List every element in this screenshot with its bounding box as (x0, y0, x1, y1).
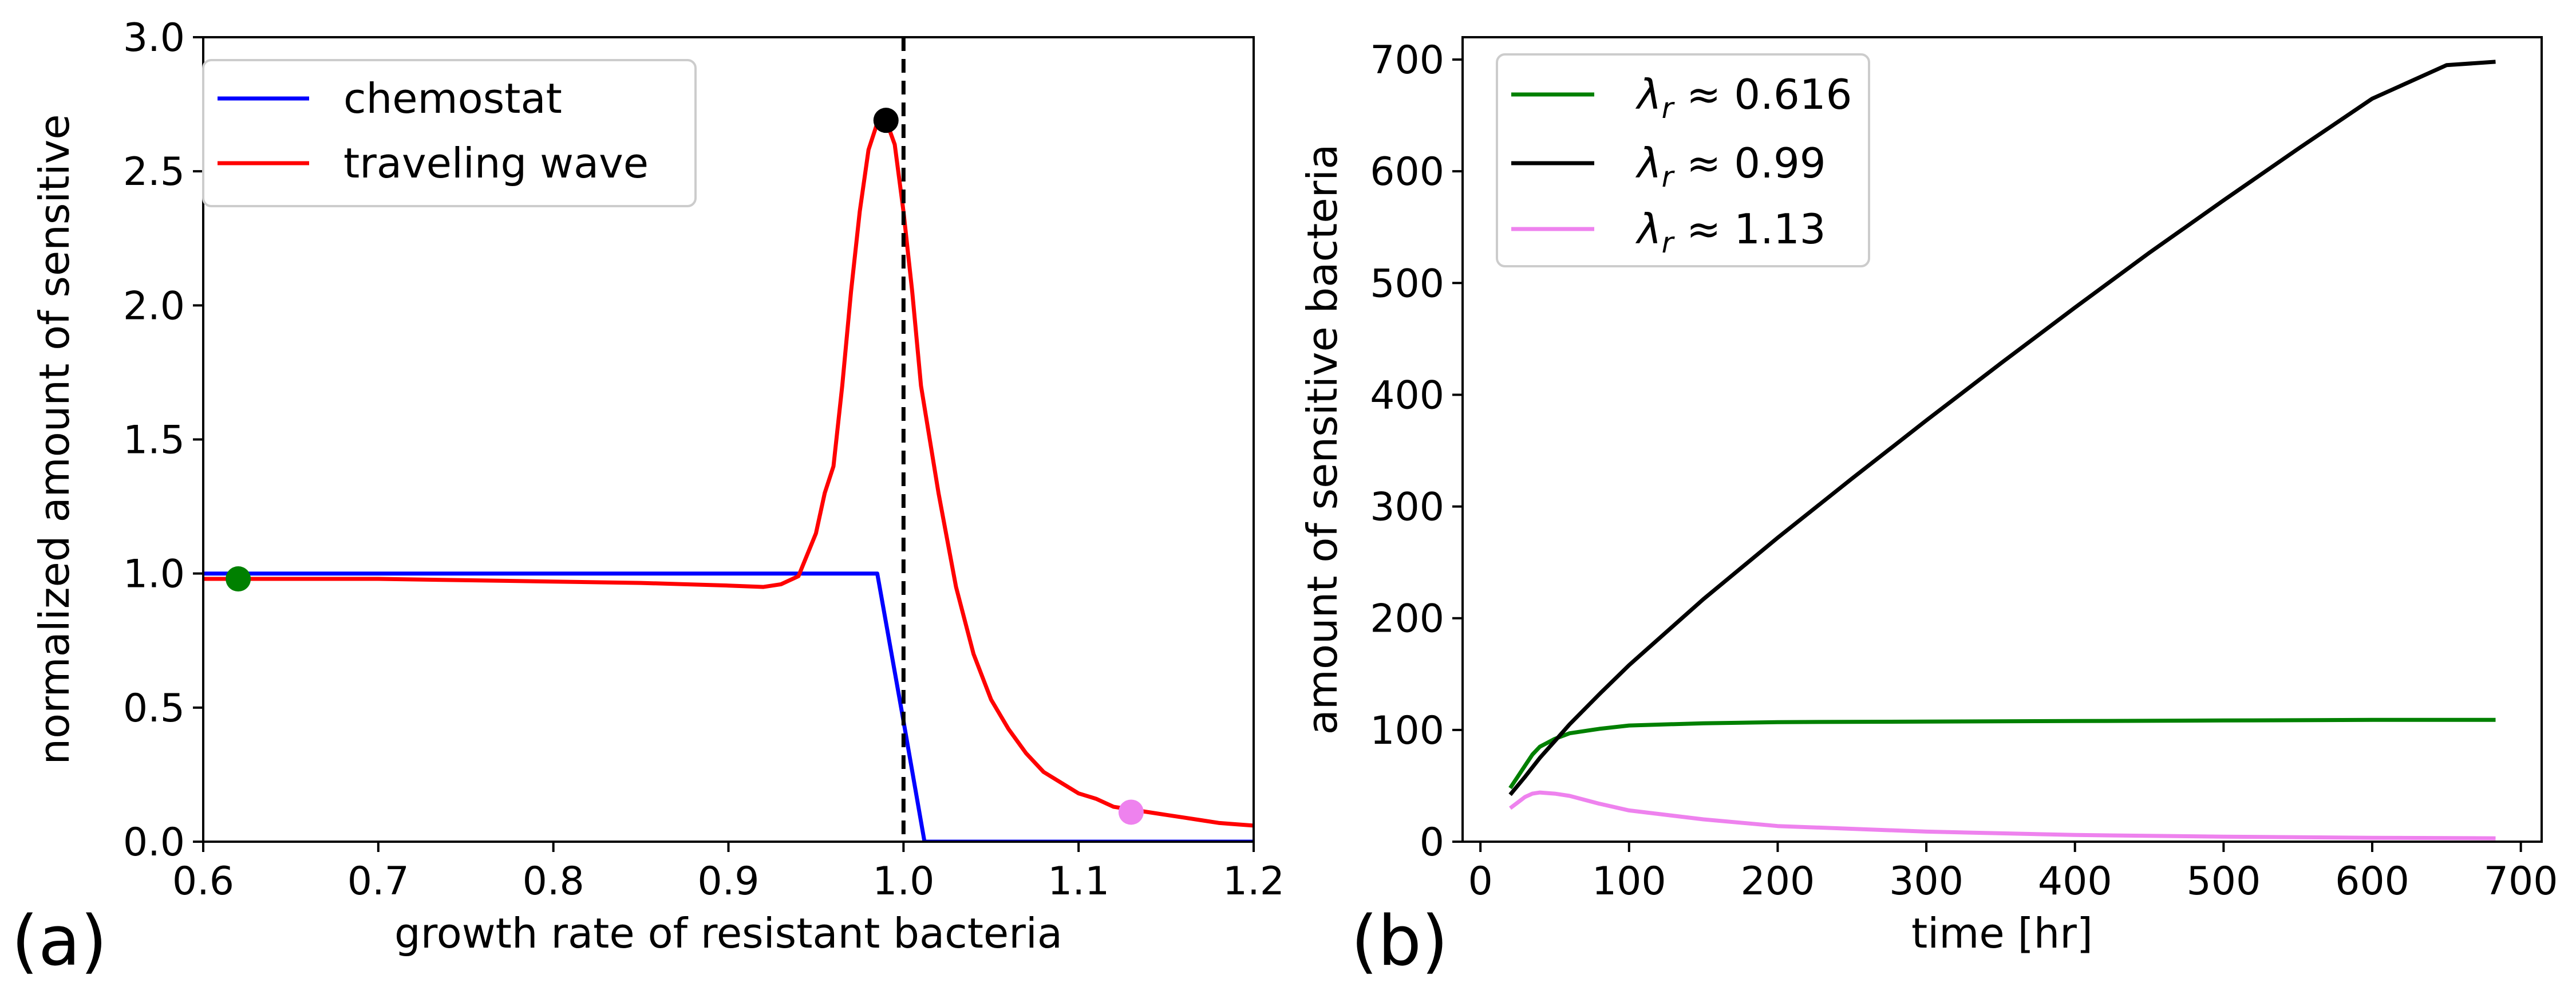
series-line-1 (1508, 60, 2496, 796)
data-marker-1 (873, 108, 899, 133)
x-tick-label: 200 (1741, 859, 1815, 904)
y-tick-label: 2.5 (123, 149, 185, 195)
legend-entry-0: chemostat (343, 74, 562, 123)
y-tick-label: 500 (1370, 261, 1444, 306)
legend: chemostat traveling wave (202, 59, 697, 207)
x-tick-label: 400 (2038, 859, 2112, 904)
data-marker-0 (226, 566, 251, 592)
panel-label: (b) (1351, 902, 1448, 981)
y-tick-label: 300 (1370, 485, 1444, 530)
legend-entry-1: traveling wave (343, 139, 649, 187)
x-axis-label: time [hr] (1911, 909, 2093, 957)
y-tick-label: 0.0 (123, 820, 185, 865)
x-tick-label: 0.9 (697, 859, 759, 904)
y-tick-label: 1.5 (123, 418, 185, 463)
x-tick-label: 600 (2335, 859, 2409, 904)
legend-box (1496, 53, 1870, 267)
series-line-1 (203, 118, 1254, 828)
x-tick-label: 1.2 (1223, 859, 1285, 904)
x-tick-label: 100 (1592, 859, 1666, 904)
x-tick-label: 0 (1468, 859, 1493, 904)
series-line-2 (1508, 790, 2496, 841)
y-tick-label: 0 (1420, 820, 1444, 865)
y-tick-label: 0.5 (123, 686, 185, 731)
chart-panel-a: 0.6 0.7 0.8 0.9 1.0 1.1 1.2 0.0 0.5 1.0 1.5 2.0 2.5 3… (11, 15, 1285, 981)
legend: λr ≈ 0.616 λr ≈ 0.99 λr ≈ 1.13 (1496, 53, 1870, 267)
y-axis-label: amount of sensitive bacteria (1298, 144, 1346, 735)
y-tick-label: 400 (1370, 373, 1444, 418)
legend-box (202, 59, 697, 207)
x-axis-label: growth rate of resistant bacteria (394, 909, 1062, 957)
y-tick-label: 100 (1370, 708, 1444, 754)
x-tick-label: 500 (2186, 859, 2261, 904)
x-tick-label: 0.7 (347, 859, 409, 904)
y-tick-label: 1.0 (123, 552, 185, 597)
y-tick-label: 700 (1370, 38, 1444, 83)
y-tick-label: 3.0 (123, 15, 185, 61)
legend-entry-0: λr ≈ 0.616 (1635, 70, 1852, 125)
panel-label: (a) (11, 902, 107, 981)
legend-entry-2: λr ≈ 1.13 (1635, 205, 1826, 259)
legend-entry-1: λr ≈ 0.99 (1635, 139, 1826, 194)
y-tick-label: 200 (1370, 597, 1444, 642)
plot-frame (1461, 36, 2543, 843)
x-tick-label: 0.6 (172, 859, 234, 904)
x-tick-label: 300 (1889, 859, 1963, 904)
data-marker-2 (1118, 799, 1144, 825)
y-axis-label: normalized amount of sensitive (30, 114, 78, 764)
y-tick-label: 2.0 (123, 283, 185, 329)
y-tick-label: 600 (1370, 149, 1444, 195)
x-tick-label: 1.1 (1048, 859, 1109, 904)
chart-panel-b: 0 100 200 300 400 500 600 700 0 100 200 300 400 500 60… (1298, 36, 2558, 981)
x-tick-label: 0.8 (523, 859, 584, 904)
series-line-0 (1508, 717, 2496, 790)
x-tick-label: 700 (2484, 859, 2558, 904)
x-tick-label: 1.0 (872, 859, 934, 904)
series-line-0 (203, 571, 1254, 842)
